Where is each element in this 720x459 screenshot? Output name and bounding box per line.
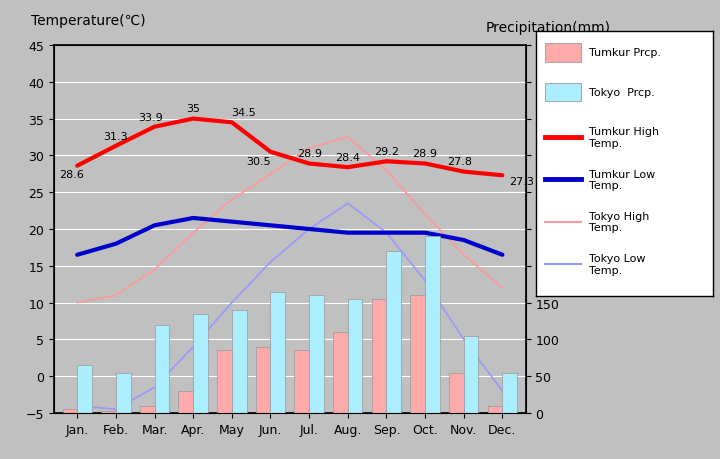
Text: 35: 35 xyxy=(186,104,200,114)
Text: 33.9: 33.9 xyxy=(138,112,163,122)
Bar xyxy=(217,351,232,413)
Text: 29.2: 29.2 xyxy=(374,147,399,157)
Bar xyxy=(387,252,401,413)
Bar xyxy=(372,299,387,413)
Text: Tumkur High
Temp.: Tumkur High Temp. xyxy=(589,127,660,148)
Bar xyxy=(545,44,580,62)
Text: 28.4: 28.4 xyxy=(336,153,360,162)
Bar xyxy=(545,84,580,102)
Text: 30.5: 30.5 xyxy=(246,157,271,167)
Bar xyxy=(271,292,285,413)
Bar xyxy=(294,351,309,413)
Bar xyxy=(193,314,208,413)
Text: Tumkur Low
Temp.: Tumkur Low Temp. xyxy=(589,169,656,190)
Bar xyxy=(449,373,464,413)
Bar xyxy=(140,406,155,413)
Text: Tokyo High
Temp.: Tokyo High Temp. xyxy=(589,212,649,233)
Bar xyxy=(77,365,92,413)
Bar xyxy=(116,373,130,413)
Text: Tokyo  Prcp.: Tokyo Prcp. xyxy=(589,88,655,98)
Text: Tokyo Low
Temp.: Tokyo Low Temp. xyxy=(589,254,646,275)
Bar xyxy=(503,373,517,413)
Text: 34.5: 34.5 xyxy=(231,108,256,118)
Bar xyxy=(63,409,77,413)
Text: 31.3: 31.3 xyxy=(104,131,128,141)
Text: 28.9: 28.9 xyxy=(413,149,438,159)
Text: Precipitation(mm): Precipitation(mm) xyxy=(485,21,611,35)
Bar xyxy=(179,391,193,413)
Bar xyxy=(333,332,348,413)
Bar xyxy=(232,310,246,413)
Text: 28.9: 28.9 xyxy=(297,149,322,159)
Text: 28.6: 28.6 xyxy=(59,169,84,179)
Text: 27.3: 27.3 xyxy=(509,177,534,187)
Bar xyxy=(487,406,503,413)
Bar xyxy=(155,325,169,413)
Bar xyxy=(101,411,116,413)
Text: Temperature(℃): Temperature(℃) xyxy=(31,14,145,28)
Bar xyxy=(348,299,362,413)
Text: 27.8: 27.8 xyxy=(447,157,472,167)
Text: Tumkur Prcp.: Tumkur Prcp. xyxy=(589,48,661,58)
Bar xyxy=(256,347,271,413)
Bar xyxy=(464,336,479,413)
Bar xyxy=(309,296,324,413)
Bar xyxy=(425,237,440,413)
Bar xyxy=(410,296,425,413)
